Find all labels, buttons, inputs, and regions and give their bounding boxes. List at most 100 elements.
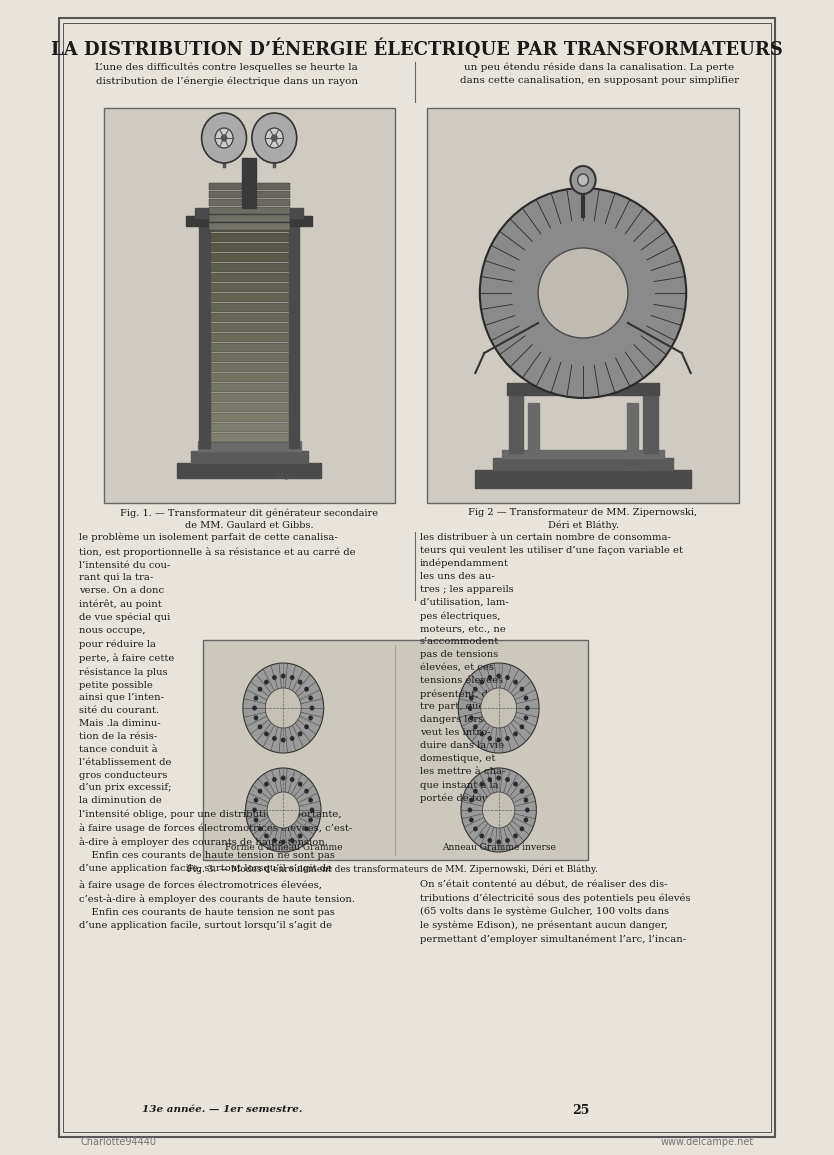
Circle shape bbox=[520, 687, 524, 691]
Circle shape bbox=[480, 834, 484, 837]
Bar bbox=[208, 215, 289, 222]
Circle shape bbox=[290, 676, 294, 679]
Circle shape bbox=[488, 737, 491, 740]
Bar bbox=[200, 303, 299, 312]
Circle shape bbox=[470, 696, 473, 700]
Text: Royej: Royej bbox=[623, 460, 645, 468]
Circle shape bbox=[254, 818, 258, 821]
Bar bbox=[208, 199, 289, 206]
Ellipse shape bbox=[538, 248, 628, 338]
Bar bbox=[208, 207, 289, 214]
Circle shape bbox=[520, 827, 524, 830]
Circle shape bbox=[506, 777, 510, 782]
Circle shape bbox=[305, 789, 308, 793]
Bar bbox=[507, 383, 660, 395]
Text: Foys: Foys bbox=[276, 472, 294, 480]
Circle shape bbox=[506, 676, 510, 679]
Circle shape bbox=[310, 808, 314, 812]
Circle shape bbox=[469, 706, 471, 710]
Bar bbox=[200, 313, 299, 322]
Circle shape bbox=[252, 113, 297, 163]
Circle shape bbox=[272, 135, 277, 141]
Bar bbox=[198, 441, 301, 450]
Circle shape bbox=[309, 798, 312, 802]
Circle shape bbox=[488, 777, 491, 782]
Bar bbox=[200, 323, 299, 331]
Bar bbox=[200, 383, 299, 392]
Circle shape bbox=[525, 716, 528, 720]
Circle shape bbox=[310, 706, 314, 710]
Bar bbox=[200, 253, 299, 262]
Circle shape bbox=[243, 663, 324, 753]
Circle shape bbox=[259, 687, 262, 691]
Bar bbox=[195, 208, 303, 218]
Text: Charlotte94440: Charlotte94440 bbox=[80, 1137, 157, 1147]
Bar bbox=[208, 191, 289, 198]
Bar bbox=[200, 413, 299, 422]
Bar bbox=[493, 459, 673, 470]
Circle shape bbox=[215, 128, 233, 148]
Circle shape bbox=[470, 798, 473, 802]
Circle shape bbox=[525, 808, 529, 812]
Circle shape bbox=[470, 818, 473, 821]
Text: 25: 25 bbox=[573, 1103, 590, 1117]
Circle shape bbox=[497, 738, 500, 742]
Circle shape bbox=[273, 839, 276, 842]
Bar bbox=[178, 463, 321, 478]
Bar bbox=[200, 403, 299, 412]
Circle shape bbox=[305, 827, 308, 830]
Circle shape bbox=[259, 725, 262, 729]
Bar bbox=[186, 216, 312, 226]
Circle shape bbox=[480, 782, 484, 785]
Text: Fig. 1. — Transformateur dit générateur secondaire
de MM. Gaulard et Gibbs.: Fig. 1. — Transformateur dit générateur … bbox=[120, 508, 378, 530]
Circle shape bbox=[480, 688, 516, 728]
Circle shape bbox=[264, 732, 268, 736]
Circle shape bbox=[488, 839, 491, 842]
Circle shape bbox=[309, 696, 312, 700]
Circle shape bbox=[474, 827, 477, 830]
Circle shape bbox=[299, 782, 302, 785]
Circle shape bbox=[506, 737, 510, 740]
Circle shape bbox=[474, 687, 477, 691]
Bar bbox=[427, 109, 739, 502]
Circle shape bbox=[282, 675, 285, 678]
Circle shape bbox=[282, 738, 285, 742]
Circle shape bbox=[480, 680, 484, 684]
Circle shape bbox=[497, 776, 500, 780]
Bar bbox=[199, 218, 209, 448]
Bar bbox=[200, 233, 299, 243]
Circle shape bbox=[264, 834, 268, 837]
Bar bbox=[200, 223, 299, 232]
Bar bbox=[200, 293, 299, 301]
Circle shape bbox=[273, 777, 276, 782]
Bar bbox=[200, 373, 299, 382]
Circle shape bbox=[290, 737, 294, 740]
Circle shape bbox=[264, 782, 268, 785]
Text: les distribuer à un certain nombre de consomma-
teurs qui veulent les utiliser d: les distribuer à un certain nombre de co… bbox=[420, 532, 683, 804]
Bar bbox=[289, 218, 299, 448]
Bar bbox=[242, 158, 256, 208]
Circle shape bbox=[520, 789, 524, 793]
Circle shape bbox=[282, 776, 285, 780]
Circle shape bbox=[273, 676, 276, 679]
Text: www.delcampe.net: www.delcampe.net bbox=[661, 1137, 754, 1147]
Bar bbox=[200, 363, 299, 372]
Circle shape bbox=[259, 789, 262, 793]
Bar bbox=[200, 263, 299, 271]
Circle shape bbox=[520, 725, 524, 729]
Circle shape bbox=[514, 680, 517, 684]
Bar bbox=[200, 333, 299, 342]
Bar bbox=[200, 393, 299, 402]
Circle shape bbox=[202, 113, 247, 163]
Circle shape bbox=[525, 696, 528, 700]
Text: Fig. 3. — Modes d’enroulement des transformateurs de MM. Zipernowski, Déri et Bl: Fig. 3. — Modes d’enroulement des transf… bbox=[188, 865, 598, 874]
Bar bbox=[200, 353, 299, 362]
Circle shape bbox=[514, 732, 517, 736]
Circle shape bbox=[480, 732, 484, 736]
Bar bbox=[200, 433, 299, 442]
Bar bbox=[475, 470, 691, 489]
Text: Anneau Gramme inverse: Anneau Gramme inverse bbox=[442, 843, 555, 852]
Circle shape bbox=[570, 166, 595, 194]
Circle shape bbox=[458, 663, 539, 753]
Bar bbox=[200, 343, 299, 352]
